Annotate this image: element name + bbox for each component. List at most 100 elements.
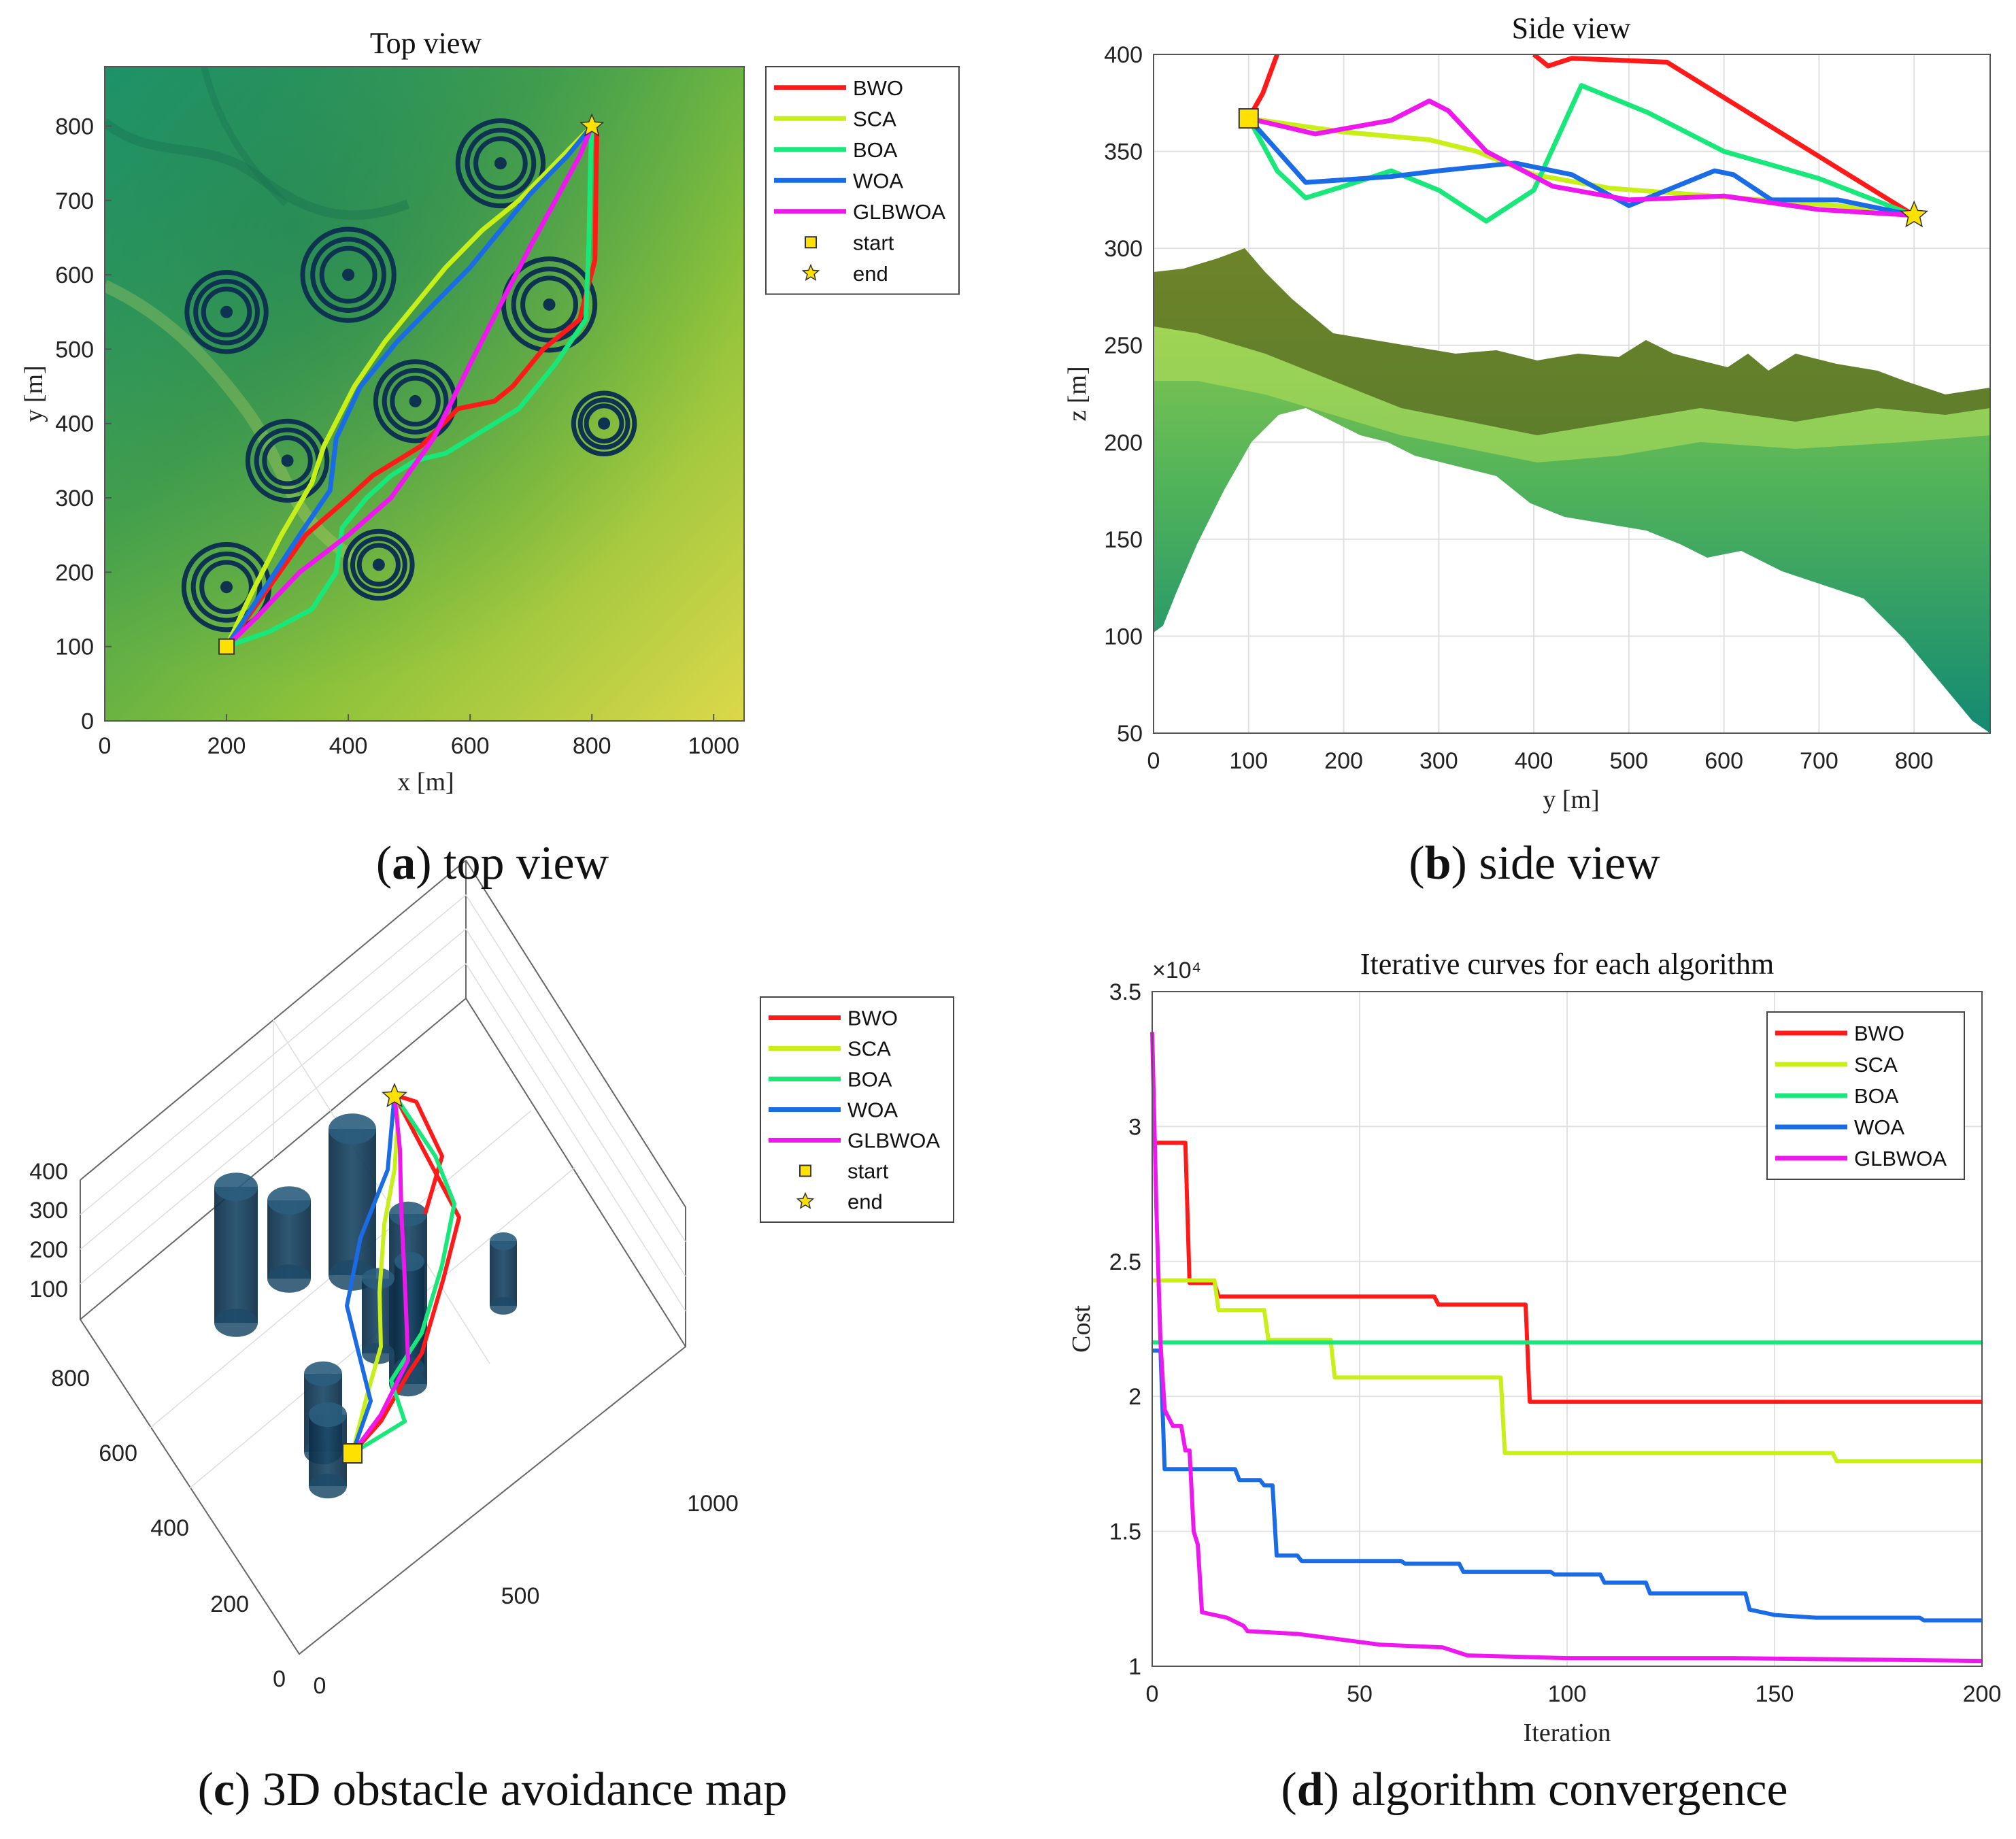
legend-end-marker <box>801 263 820 282</box>
3d-markers-layer <box>342 1083 407 1464</box>
conv-x-tick-label: 50 <box>1347 1681 1373 1707</box>
legend-label-boa: BOA <box>1854 1084 1899 1108</box>
conv-xlabel: Iteration <box>1524 1719 1611 1747</box>
3d-grid <box>80 894 686 1489</box>
conv-line-glbwoa <box>1150 1032 1983 1664</box>
conv-y-tick-label: 1.5 <box>1109 1519 1141 1545</box>
side-y-tick-label: 300 <box>1104 236 1143 262</box>
side-x-tick-label: 0 <box>1147 748 1160 774</box>
obstacle-ring <box>190 551 263 623</box>
paths-layer <box>224 124 599 649</box>
legend-label-bwo: BWO <box>847 1007 898 1030</box>
obstacle-ring <box>201 286 252 338</box>
caption-a-letter: a <box>392 837 416 890</box>
conv-lines-layer <box>1150 1032 1983 1664</box>
top-view-title: Top view <box>370 27 482 60</box>
side-view-title: Side view <box>1512 12 1631 45</box>
cylinder-top <box>490 1232 517 1250</box>
side-x-tick-label: 100 <box>1229 748 1268 774</box>
legend-end-marker <box>796 1192 815 1209</box>
obstacle-ring <box>300 226 397 323</box>
cylinder-top <box>214 1172 258 1201</box>
side-x-tick-label: 500 <box>1609 748 1648 774</box>
legend-label-sca: SCA <box>1854 1053 1898 1077</box>
side-start-marker <box>1238 108 1259 129</box>
conv-line-sca <box>1152 1278 1982 1464</box>
path-woa <box>224 124 594 648</box>
terrain-ridge <box>201 67 288 207</box>
side-y-tick-label: 100 <box>1104 624 1143 649</box>
conv-legend: BWO SCA BOA WOA GLBWOA <box>1766 1011 1965 1180</box>
side-y-tick-label: 200 <box>1104 430 1143 456</box>
y-tick-label: 800 <box>55 114 94 139</box>
conv-y-tick-label: 3 <box>1128 1114 1141 1140</box>
3d-start-marker <box>342 1443 363 1464</box>
obstacle-cylinder <box>490 1241 517 1306</box>
y-tick-label: 100 <box>55 635 94 660</box>
3d-y-tick-label: 200 <box>210 1591 249 1617</box>
obstacle-center <box>543 298 556 311</box>
convergence-title: Iterative curves for each algorithm <box>1360 947 1774 981</box>
obstacle-ring <box>577 397 631 450</box>
obstacle-center <box>220 581 233 594</box>
3d-x-tick-label: 500 <box>501 1583 540 1609</box>
3d-end-marker <box>382 1083 407 1108</box>
legend-start-marker <box>805 236 817 249</box>
x-tick-label: 800 <box>573 733 611 759</box>
path-bwo <box>224 124 599 648</box>
legend-start-marker <box>799 1164 811 1177</box>
side-y-tick-label: 400 <box>1104 42 1143 68</box>
y-tick-label: 200 <box>55 560 94 586</box>
x-tick-label: 200 <box>207 733 246 759</box>
legend-label-glbwoa: GLBWOA <box>1854 1147 1947 1170</box>
plot-frame <box>104 66 745 722</box>
y-tick-label: 700 <box>55 188 94 214</box>
side-terrain <box>1154 54 1990 733</box>
path-boa <box>225 126 594 649</box>
3d-z-tick-label: 200 <box>29 1237 68 1263</box>
side-end-marker <box>1900 200 1929 228</box>
legend-label-start: start <box>853 231 894 254</box>
3d-ticks: 100 200 300 400 0 200 400 600 800 0 500 1000 <box>29 1159 739 1699</box>
terrain-ridge-dark <box>1154 248 1990 435</box>
panel-3d-map: 100 200 300 400 0 200 400 600 800 0 500 1000 BWO SCA… <box>29 860 954 1699</box>
legend-label-glbwoa: GLBWOA <box>847 1129 940 1153</box>
3d-x-tick-label: 0 <box>314 1673 326 1699</box>
conv-x-tick-label: 100 <box>1548 1681 1587 1707</box>
obstacle-ring <box>310 237 386 313</box>
side-view-ticks: 0 100 200 300 400 500 600 700 800 50 100 150 200 250 3… <box>1104 42 1933 774</box>
obstacle-ring <box>584 403 624 444</box>
conv-y-tick-label: 1 <box>1128 1654 1141 1680</box>
obstacle-ring <box>245 418 330 503</box>
conv-line-woa <box>1152 1348 1982 1623</box>
caption-c: (c) 3D obstacle avoidance map <box>198 1764 788 1816</box>
obstacle-ring <box>199 560 254 615</box>
caption-d-text: algorithm convergence <box>1351 1764 1787 1816</box>
3d-path-woa <box>345 1094 397 1454</box>
caption-b-text: side view <box>1479 837 1660 890</box>
legend-label-boa: BOA <box>847 1068 892 1092</box>
top-view-legend: BWO SCA BOA WOA GLBWOA start end <box>765 66 960 295</box>
legend-label-woa: WOA <box>847 1098 898 1122</box>
side-path-woa <box>1247 116 1915 218</box>
caption-a-text: top view <box>443 837 609 890</box>
conv-x-tick-label: 0 <box>1146 1681 1159 1707</box>
obstacle-ring <box>343 528 415 601</box>
plot-frame <box>1152 991 1983 1667</box>
3d-legend: BWO SCA BOA WOA GLBWOA start end <box>760 996 954 1223</box>
side-y-tick-label: 150 <box>1104 527 1143 553</box>
legend-label-start: start <box>847 1160 889 1183</box>
caption-b-letter: b <box>1425 837 1451 890</box>
obstacle-center <box>281 454 294 467</box>
obstacle-cylinder <box>329 1129 376 1275</box>
obstacle-ring <box>473 136 528 190</box>
side-x-tick-label: 400 <box>1515 748 1553 774</box>
conv-line-bwo <box>1152 1141 1982 1404</box>
side-x-tick-label: 800 <box>1895 748 1934 774</box>
3d-paths-layer <box>345 1093 461 1455</box>
terrain-highlight <box>1154 326 1990 462</box>
side-path-boa <box>1246 83 1915 224</box>
side-x-tick-label: 200 <box>1324 748 1363 774</box>
terrain-ridge <box>105 118 410 220</box>
